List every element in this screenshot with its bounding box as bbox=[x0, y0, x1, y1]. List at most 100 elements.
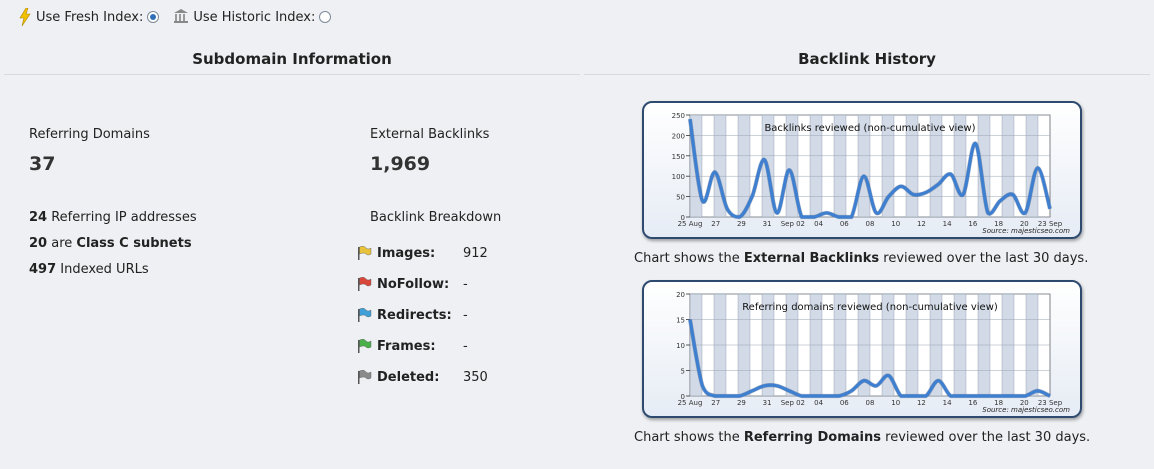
fresh-index-radio[interactable] bbox=[147, 11, 160, 23]
x-tick-label: 10 bbox=[891, 399, 900, 407]
x-tick-label: Sep 02 bbox=[781, 220, 805, 228]
x-tick-label: 25 Aug bbox=[678, 220, 703, 228]
indexed-urls-text: Indexed URLs bbox=[60, 262, 149, 277]
x-tick-label: 08 bbox=[866, 220, 875, 228]
referring-domains-label: Referring Domains bbox=[29, 127, 150, 142]
x-tick-label: 27 bbox=[711, 399, 720, 407]
day-band bbox=[1002, 115, 1014, 217]
caption1-bold: External Backlinks bbox=[743, 251, 880, 266]
referring-domains-chart: 0 5 10 15 20 25 Aug 27 29 31 Sep 02 04 06 08 10 12 14 16… bbox=[642, 280, 1082, 418]
x-tick-label: Sep 02 bbox=[781, 399, 805, 407]
x-tick-label: 16 bbox=[968, 399, 977, 407]
breakdown-name: Redirects: bbox=[377, 307, 452, 323]
x-tick-label: 23 Sep bbox=[1038, 220, 1063, 228]
x-tick-label: 18 bbox=[994, 220, 1003, 228]
y-tick-label: 100 bbox=[672, 173, 685, 181]
x-tick-label: 16 bbox=[968, 220, 977, 228]
day-band bbox=[738, 115, 750, 217]
class-c-line: 20 are Class C subnets bbox=[29, 236, 192, 251]
x-tick-label: 20 bbox=[1020, 220, 1029, 228]
x-tick-label: 27 bbox=[711, 220, 720, 228]
backlinks-caption: Chart shows the External Backlinks revie… bbox=[634, 251, 1088, 266]
caption2-pre: Chart shows the bbox=[634, 430, 740, 445]
indexed-urls-count: 497 bbox=[29, 262, 57, 277]
series-line bbox=[688, 118, 1052, 219]
fresh-index-option[interactable]: Use Fresh Index: bbox=[18, 8, 160, 26]
y-tick-label: 200 bbox=[672, 132, 685, 140]
x-tick-label: 14 bbox=[943, 220, 952, 228]
museum-building-icon bbox=[174, 9, 189, 23]
day-band bbox=[978, 115, 990, 217]
breakdown-row: Deleted: 350 bbox=[356, 367, 488, 387]
y-tick-label: 0 bbox=[681, 393, 685, 401]
external-backlinks-value: 1,969 bbox=[370, 153, 431, 175]
y-tick-label: 10 bbox=[676, 342, 685, 350]
y-tick-label: 150 bbox=[672, 153, 685, 161]
class-c-count: 20 bbox=[29, 236, 48, 251]
flag-icon bbox=[358, 277, 372, 291]
x-tick-label: 18 bbox=[994, 399, 1003, 407]
flag-icon bbox=[358, 308, 372, 322]
x-tick-label: 14 bbox=[943, 399, 952, 407]
x-tick-label: 04 bbox=[814, 220, 823, 228]
x-tick-label: 29 bbox=[737, 220, 746, 228]
referring-ips-count: 24 bbox=[29, 210, 48, 225]
caption2-bold: Referring Domains bbox=[743, 430, 881, 445]
day-band bbox=[1026, 115, 1038, 217]
day-band bbox=[834, 115, 846, 217]
backlinks-chart-svg: 0 50 100 150 200 250 25 Aug 27 29 31 Sep 02 04 06 08 1… bbox=[672, 112, 1071, 235]
indexed-urls-line: 497 Indexed URLs bbox=[29, 262, 149, 277]
caption1-post: reviewed over the last 30 days. bbox=[883, 251, 1089, 266]
lightning-bolt-icon bbox=[19, 8, 31, 26]
breakdown-value: - bbox=[463, 276, 468, 292]
class-c-bold: Class C subnets bbox=[76, 236, 192, 251]
x-tick-label: 08 bbox=[866, 399, 875, 407]
backlink-history-heading: Backlink History bbox=[584, 48, 1150, 75]
x-tick-label: 04 bbox=[814, 399, 823, 407]
referring-ips-line: 24 Referring IP addresses bbox=[29, 210, 197, 225]
day-band bbox=[858, 115, 870, 217]
breakdown-value: 912 bbox=[463, 245, 488, 261]
x-tick-label: 12 bbox=[917, 399, 926, 407]
caption2-post: reviewed over the last 30 days. bbox=[885, 430, 1091, 445]
fresh-index-label: Use Fresh Index: bbox=[36, 9, 144, 25]
breakdown-value: - bbox=[463, 307, 468, 323]
referring-domains-value: 37 bbox=[29, 153, 56, 175]
subdomain-information-heading: Subdomain Information bbox=[4, 48, 580, 75]
breakdown-name: Images: bbox=[377, 245, 436, 261]
chart-title: Backlinks reviewed (non-cumulative view) bbox=[764, 123, 975, 134]
y-tick-label: 0 bbox=[681, 214, 685, 222]
x-tick-label: 20 bbox=[1020, 399, 1029, 407]
flag-icon bbox=[358, 246, 372, 260]
breakdown-row: Redirects: - bbox=[356, 305, 468, 325]
backlinks-chart: 0 50 100 150 200 250 25 Aug 27 29 31 Sep 02 04 06 08 1… bbox=[642, 101, 1082, 239]
series-line bbox=[688, 319, 1051, 398]
x-tick-label: 31 bbox=[763, 399, 772, 407]
y-tick-label: 50 bbox=[676, 194, 685, 202]
y-tick-label: 15 bbox=[676, 317, 685, 325]
x-tick-label: 06 bbox=[840, 220, 849, 228]
historic-index-radio[interactable] bbox=[319, 11, 332, 23]
day-band bbox=[882, 115, 894, 217]
chart-source: Source: majesticseo.com bbox=[982, 406, 1070, 414]
y-tick-label: 5 bbox=[681, 368, 685, 376]
breakdown-row: Frames: - bbox=[356, 336, 468, 356]
x-tick-label: 23 Sep bbox=[1038, 399, 1063, 407]
x-tick-label: 25 Aug bbox=[678, 399, 703, 407]
x-tick-label: 06 bbox=[840, 399, 849, 407]
breakdown-row: NoFollow: - bbox=[356, 274, 468, 294]
breakdown-value: 350 bbox=[463, 369, 488, 385]
chart-title: Referring domains reviewed (non-cumulati… bbox=[742, 302, 998, 313]
breakdown-name: Deleted: bbox=[377, 369, 440, 385]
referring-domains-chart-svg: 0 5 10 15 20 25 Aug 27 29 31 Sep 02 04 06 08 10 12 14 16… bbox=[676, 291, 1070, 414]
flag-icon bbox=[358, 339, 372, 353]
class-c-pre: are bbox=[51, 236, 73, 251]
chart-source: Source: majesticseo.com bbox=[982, 227, 1070, 235]
backlink-breakdown-label: Backlink Breakdown bbox=[370, 210, 502, 225]
x-tick-label: 31 bbox=[763, 220, 772, 228]
caption1-pre: Chart shows the bbox=[634, 251, 740, 266]
historic-index-option[interactable]: Use Historic Index: bbox=[173, 8, 332, 26]
x-tick-label: 10 bbox=[891, 220, 900, 228]
breakdown-value: - bbox=[463, 338, 468, 354]
y-tick-label: 20 bbox=[676, 291, 685, 299]
